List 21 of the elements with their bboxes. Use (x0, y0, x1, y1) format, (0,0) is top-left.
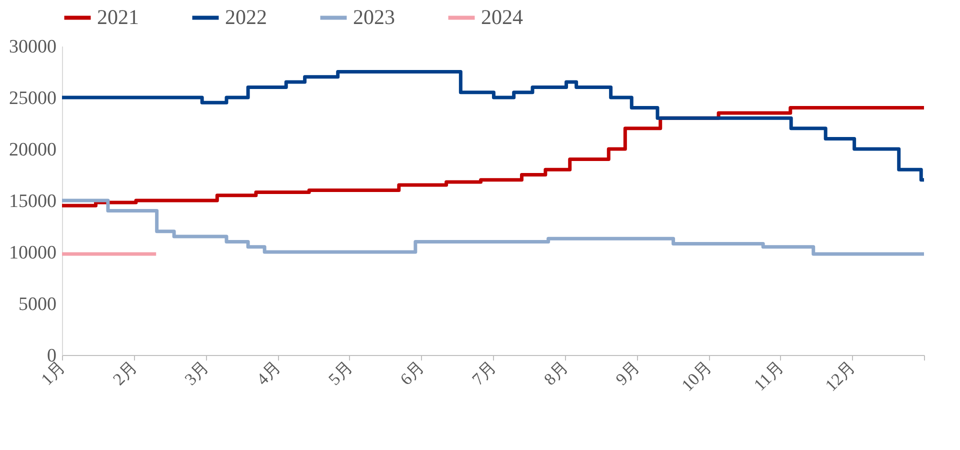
x-tick-label: 7月 (468, 357, 500, 389)
y-tick-label: 25000 (9, 88, 56, 109)
x-tick-label: 5月 (324, 357, 356, 389)
legend-label: 2024 (481, 4, 524, 29)
y-tick-label: 20000 (9, 140, 56, 160)
y-tick-label: 30000 (9, 36, 56, 58)
x-tick-label: 2月 (109, 357, 141, 389)
legend-label: 2023 (353, 4, 395, 29)
y-tick-label: 15000 (9, 191, 56, 212)
y-tick-label: 10000 (9, 242, 56, 264)
x-tick-label: 3月 (181, 357, 213, 389)
legend-label: 2022 (225, 4, 267, 29)
legend-label: 2021 (97, 4, 139, 29)
x-tick-label: 10月 (678, 357, 716, 395)
x-tick-label: 11月 (750, 357, 788, 394)
x-tick-label: 4月 (252, 357, 284, 389)
y-tick-label: 5000 (18, 294, 56, 315)
x-tick-label: 6月 (396, 357, 428, 389)
x-tick-label: 9月 (612, 357, 644, 389)
x-tick-label: 8月 (540, 357, 572, 389)
x-tick-label: 12月 (822, 357, 860, 395)
